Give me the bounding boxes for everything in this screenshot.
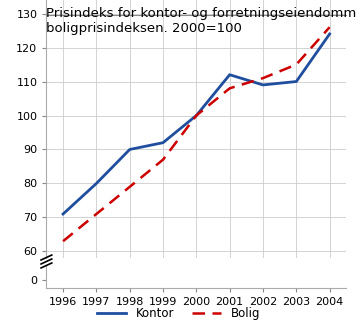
Kontor: [127, 148, 132, 152]
Bolig: [194, 114, 198, 118]
Kontor: [161, 141, 165, 145]
Kontor: [261, 83, 265, 87]
Bolig: [127, 185, 132, 189]
Bolig: [94, 212, 99, 216]
Bolig: [261, 76, 265, 80]
Kontor: [227, 73, 232, 77]
Bolig: [227, 86, 232, 90]
Bolig: [327, 25, 332, 29]
Line: Bolig: Bolig: [63, 27, 330, 241]
Legend: Kontor, Bolig: Kontor, Bolig: [92, 303, 265, 325]
Kontor: [327, 32, 332, 36]
Bolig: [294, 63, 298, 67]
Text: Prisindeks for kontor- og forretningseiendommer og
boligprisindeksen. 2000=100: Prisindeks for kontor- og forretningseie…: [46, 7, 357, 35]
Kontor: [61, 212, 65, 216]
Bolig: [161, 158, 165, 162]
Kontor: [94, 181, 99, 185]
Bolig: [61, 239, 65, 243]
Kontor: [294, 79, 298, 83]
Kontor: [194, 114, 198, 118]
Line: Kontor: Kontor: [63, 34, 330, 214]
